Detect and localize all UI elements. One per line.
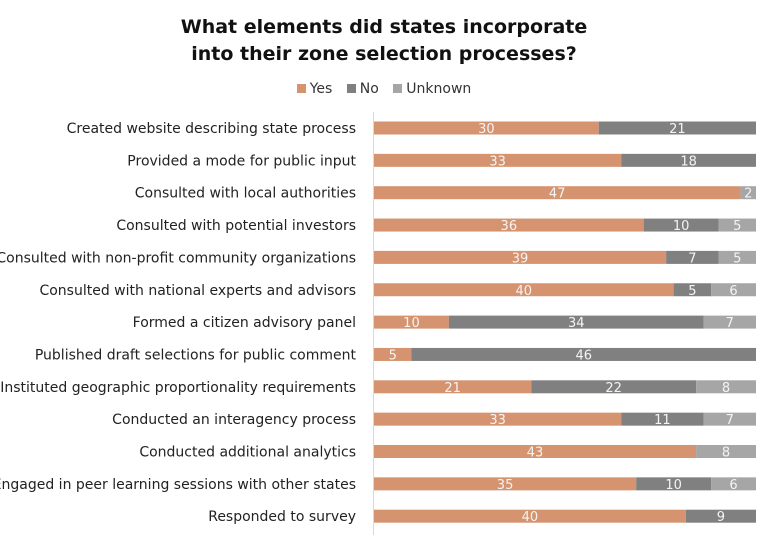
bar-segment-unknown bbox=[711, 283, 756, 297]
legend-item-no: No bbox=[346, 81, 379, 97]
category-label: Instituted geographic proportionality re… bbox=[0, 380, 356, 396]
bar-segment-yes bbox=[374, 412, 622, 426]
legend-label-unknown: Unknown bbox=[406, 81, 472, 97]
category-label: Consulted with potential investors bbox=[116, 218, 356, 234]
category-label: Conducted an interagency process bbox=[112, 412, 356, 428]
bar-segment-yes bbox=[374, 121, 599, 135]
bar-segment-unknown bbox=[696, 380, 756, 394]
bar-segment-unknown bbox=[703, 412, 756, 426]
bar-segment-no bbox=[666, 250, 719, 264]
category-label: Consulted with non-profit community orga… bbox=[0, 250, 356, 266]
data-label: 8 bbox=[722, 381, 730, 396]
chart-title-line-2: into their zone selection processes? bbox=[191, 43, 577, 65]
bar-segment-no bbox=[685, 509, 756, 523]
bar-segment-no bbox=[673, 283, 712, 297]
legend-label-yes: Yes bbox=[309, 81, 333, 97]
bar-segment-unknown bbox=[711, 477, 756, 491]
data-label: 22 bbox=[605, 381, 622, 396]
data-label: 2 bbox=[744, 187, 752, 202]
bar-segment-unknown bbox=[718, 250, 756, 264]
data-label: 8 bbox=[722, 446, 730, 461]
legend-swatch-yes bbox=[296, 84, 306, 93]
category-label: Consulted with local authorities bbox=[135, 186, 356, 202]
bar-segment-yes bbox=[374, 283, 674, 297]
bar-segment-yes bbox=[374, 186, 741, 200]
bar-segment-no bbox=[448, 315, 704, 329]
data-label: 11 bbox=[654, 413, 671, 428]
bar-segment-no bbox=[621, 153, 756, 167]
data-label: 36 bbox=[501, 219, 518, 234]
category-label: Provided a mode for public input bbox=[127, 153, 356, 169]
legend: Yes No Unknown bbox=[0, 81, 768, 97]
data-label: 39 bbox=[512, 251, 529, 266]
bar-segment-yes bbox=[374, 380, 532, 394]
bar-segment-unknown bbox=[696, 445, 756, 458]
data-label: 5 bbox=[733, 219, 741, 234]
category-label: Created website describing state process bbox=[67, 121, 356, 137]
data-label: 7 bbox=[726, 413, 734, 428]
data-label: 46 bbox=[575, 348, 592, 363]
data-label: 6 bbox=[729, 478, 737, 493]
bar-segment-yes bbox=[374, 218, 644, 232]
bar-segment-yes bbox=[374, 445, 697, 458]
data-label: 35 bbox=[497, 478, 514, 493]
category-label: Formed a citizen advisory panel bbox=[133, 315, 356, 331]
legend-swatch-no bbox=[346, 84, 356, 93]
data-label: 10 bbox=[665, 478, 682, 493]
category-label: Engaged in peer learning sessions with o… bbox=[0, 477, 356, 493]
data-label: 21 bbox=[444, 381, 461, 396]
legend-label-no: No bbox=[359, 81, 379, 97]
legend-swatch-unknown bbox=[393, 84, 403, 93]
chart-title-line-1: What elements did states incorporate bbox=[180, 16, 588, 38]
data-label: 30 bbox=[478, 122, 495, 137]
data-label: 5 bbox=[733, 251, 741, 266]
chart-title: What elements did states incorporate int… bbox=[0, 14, 768, 68]
category-label: Responded to survey bbox=[208, 509, 356, 525]
legend-item-yes: Yes bbox=[296, 81, 333, 97]
data-label: 7 bbox=[688, 251, 696, 266]
data-label: 10 bbox=[673, 219, 690, 234]
data-label: 40 bbox=[516, 284, 533, 299]
category-label: Published draft selections for public co… bbox=[35, 347, 357, 363]
bar-segment-yes bbox=[374, 315, 449, 329]
data-label: 5 bbox=[688, 284, 696, 299]
bar-segment-unknown bbox=[703, 315, 756, 329]
data-label: 18 bbox=[680, 154, 697, 169]
legend-item-unknown: Unknown bbox=[393, 81, 471, 97]
data-label: 9 bbox=[717, 510, 725, 525]
bar-segment-yes bbox=[374, 347, 412, 361]
data-label: 40 bbox=[522, 510, 539, 525]
data-label: 6 bbox=[729, 284, 737, 299]
bar-segment-no bbox=[411, 347, 756, 361]
data-label: 5 bbox=[389, 348, 397, 363]
category-label: Consulted with national experts and advi… bbox=[39, 283, 356, 299]
category-label: Conducted additional analytics bbox=[139, 445, 356, 461]
data-label: 47 bbox=[549, 187, 566, 202]
bar-segment-yes bbox=[374, 477, 637, 491]
data-label: 34 bbox=[568, 316, 585, 331]
bar-segment-no bbox=[531, 380, 697, 394]
data-label: 10 bbox=[403, 316, 420, 331]
bar-segment-no bbox=[636, 477, 712, 491]
bar-segment-yes bbox=[374, 250, 667, 264]
data-label: 33 bbox=[489, 154, 506, 169]
data-label: 21 bbox=[669, 122, 686, 137]
bar-segment-unknown bbox=[718, 218, 756, 232]
bar-segment-no bbox=[643, 218, 719, 232]
data-label: 43 bbox=[527, 446, 544, 461]
bar-segment-unknown bbox=[740, 186, 756, 200]
bar-segment-yes bbox=[374, 153, 622, 167]
data-label: 33 bbox=[489, 413, 506, 428]
bar-segment-yes bbox=[374, 509, 686, 523]
bar-segment-no bbox=[621, 412, 704, 426]
bar-segment-no bbox=[598, 121, 756, 135]
data-label: 7 bbox=[726, 316, 734, 331]
